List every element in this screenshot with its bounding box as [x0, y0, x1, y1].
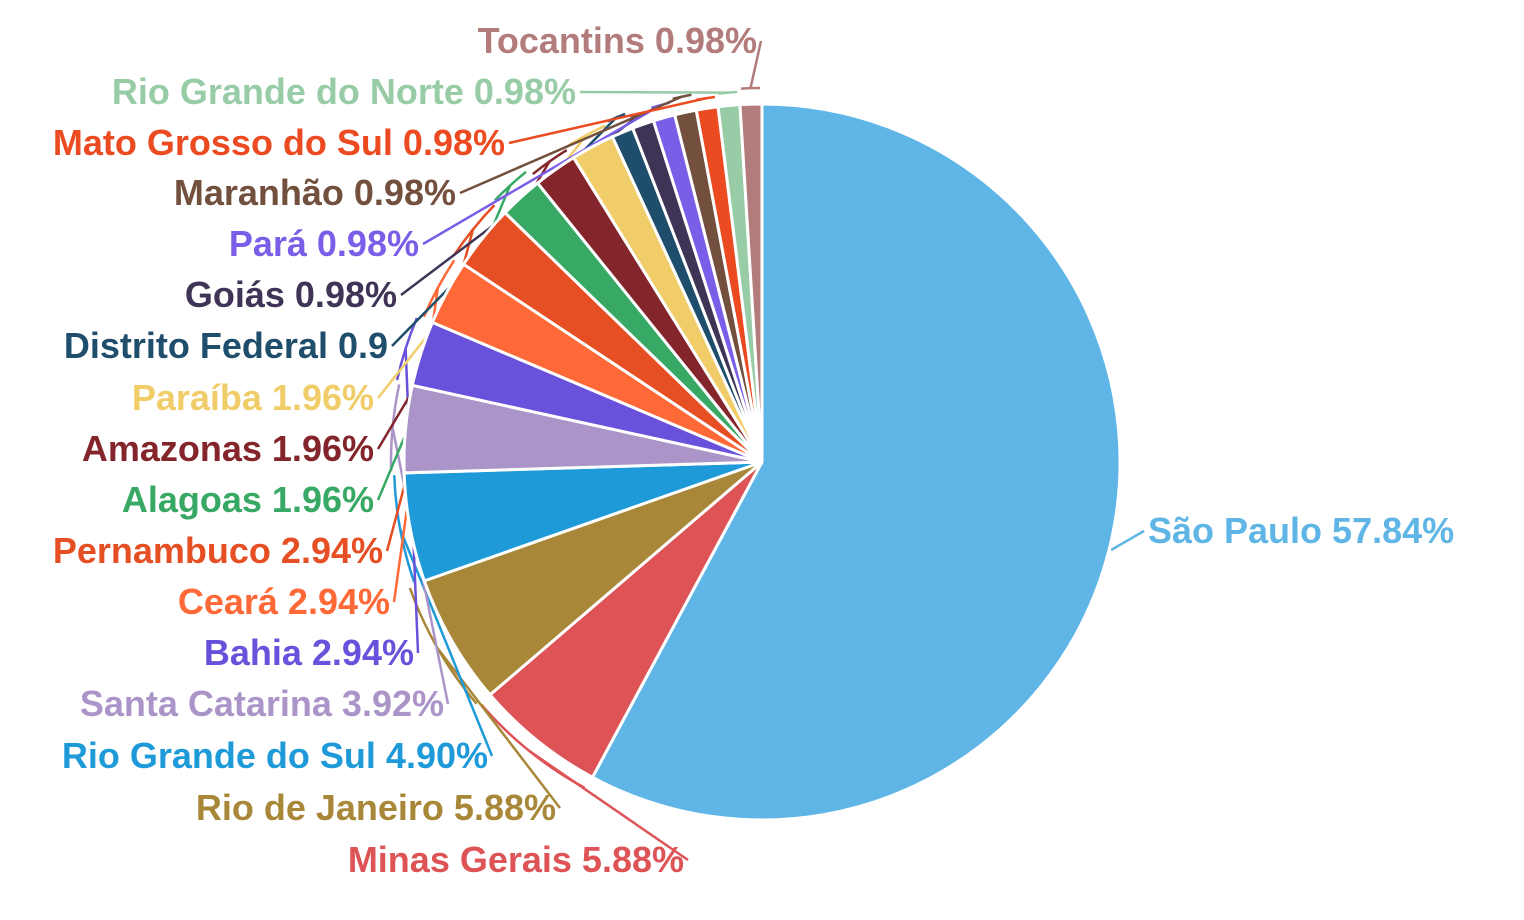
label-mato-grosso-do-sul: Mato Grosso do Sul 0.98%: [53, 122, 505, 163]
leader-line-tocantins: [749, 40, 763, 89]
label-ceara: Ceará 2.94%: [178, 581, 390, 622]
slice-rio-de-janeiro: [422, 460, 763, 697]
label-pernambuco: Pernambuco 2.94%: [53, 530, 383, 571]
label-maranhao: Maranhão 0.98%: [174, 172, 456, 213]
label-rio-grande-do-sul: Rio Grande do Sul 4.90%: [62, 735, 488, 776]
slice-minas-gerais: [487, 460, 764, 780]
label-santa-catarina: Santa Catarina 3.92%: [80, 683, 444, 724]
label-minas-gerais: Minas Gerais 5.88%: [348, 839, 684, 880]
leader-line-minas-gerais: [528, 749, 689, 862]
leader-bracket-maranhao: [672, 93, 692, 101]
pie-slices: [402, 102, 1122, 822]
label-sao-paulo: São Paulo 57.84%: [1148, 510, 1454, 551]
label-tocantins: Tocantins 0.98%: [478, 20, 757, 61]
label-distrito-federal: Distrito Federal 0.9: [64, 325, 388, 366]
leader-bracket-amazonas: [532, 149, 568, 176]
leader-line-sao-paulo: [1110, 529, 1145, 551]
slice-labels: São Paulo 57.84% Minas Gerais 5.88% Rio de…: [53, 20, 1454, 880]
label-goias: Goiás 0.98%: [185, 274, 397, 315]
label-bahia: Bahia 2.94%: [204, 632, 414, 673]
leader-line-rio-grande-do-norte: [579, 90, 728, 94]
leader-line-para: [422, 104, 662, 246]
label-alagoas: Alagoas 1.96%: [122, 479, 374, 520]
label-amazonas: Amazonas 1.96%: [82, 428, 374, 469]
slice-tocantins: [738, 102, 764, 463]
label-rio-de-janeiro: Rio de Janeiro 5.88%: [196, 787, 556, 828]
leader-line-mato-grosso-do-sul: [508, 97, 706, 145]
slice-sao-paulo: [590, 102, 1122, 822]
label-paraiba: Paraíba 1.96%: [132, 377, 374, 418]
label-rio-grande-do-norte: Rio Grande do Norte 0.98%: [112, 71, 576, 112]
label-para: Pará 0.98%: [229, 223, 419, 264]
